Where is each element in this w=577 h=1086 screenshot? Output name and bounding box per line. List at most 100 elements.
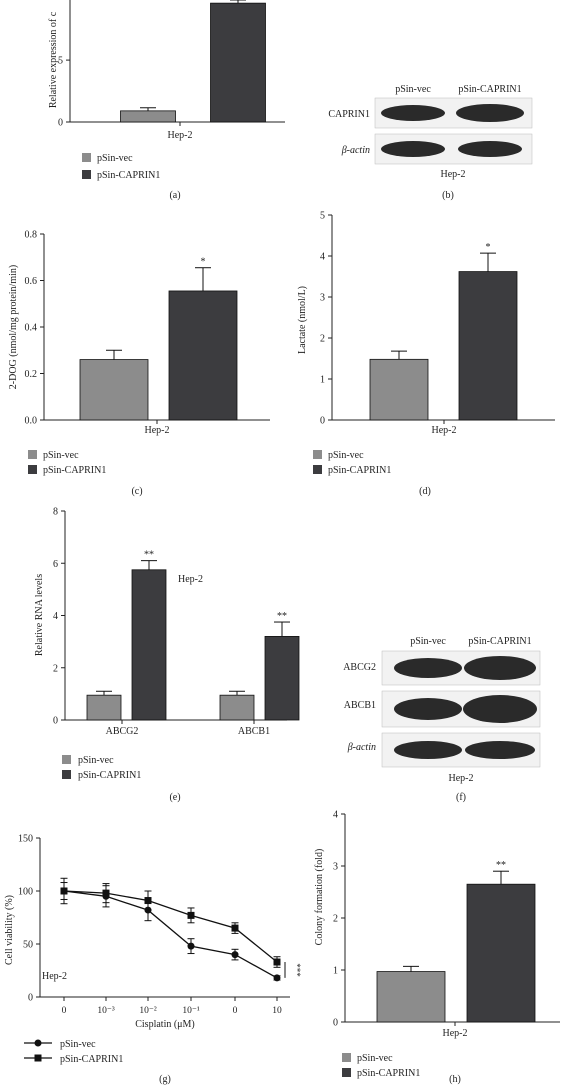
x-tick-label-g: 0 bbox=[233, 1006, 238, 1016]
y-tick-label-h: 0 bbox=[333, 1018, 338, 1029]
blot-b-row-0: CAPRIN1 bbox=[328, 109, 370, 120]
significance-g: *** bbox=[292, 963, 302, 977]
x-tick-label-g: 0 bbox=[62, 1006, 67, 1016]
y-tick-label-h: 4 bbox=[333, 810, 338, 821]
axes-h: 0 1 2 3 4 Hep-2 ** bbox=[333, 810, 560, 1039]
panel-label-a: (a) bbox=[169, 190, 180, 201]
panel-h: Colony formation (fold) 0 1 2 3 4 Hep-2 ** pSi… bbox=[314, 810, 560, 1085]
y-tick-label-g: 100 bbox=[18, 887, 33, 898]
ylabel-c: 2-DOG (nmol/mg protein/min) bbox=[8, 265, 19, 389]
annotation-e: Hep-2 bbox=[178, 574, 203, 585]
bar-d-caprin bbox=[458, 271, 518, 421]
bar-c-vec bbox=[79, 359, 149, 421]
point-caprin bbox=[273, 958, 281, 966]
legend-marker-vec-g bbox=[34, 1039, 42, 1047]
legend-swatch-vec-d bbox=[313, 450, 322, 459]
y-tick-label-h: 2 bbox=[333, 914, 338, 925]
y-tick-label-g: 50 bbox=[23, 940, 33, 951]
significance-e: ** bbox=[144, 550, 154, 561]
legend-marker-caprin-g bbox=[34, 1054, 42, 1062]
ylabel-h: Colony formation (fold) bbox=[314, 849, 325, 946]
significance-h: ** bbox=[496, 860, 506, 871]
blot-f-caption: Hep-2 bbox=[449, 773, 474, 784]
point-vec bbox=[187, 942, 195, 950]
bar-h-caprin bbox=[466, 883, 536, 1023]
legend-swatch-vec-e bbox=[62, 755, 71, 764]
panel-a: Relative expression of c 0 5 Hep-2 pSin-ve… bbox=[48, 0, 285, 201]
bar-a-caprin bbox=[210, 2, 266, 123]
significance-d: * bbox=[486, 242, 491, 253]
y-tick-label-c: 0.2 bbox=[25, 369, 38, 380]
ylabel-e: Relative RNA levels bbox=[34, 574, 45, 656]
legend-swatch-vec-a bbox=[82, 153, 91, 162]
x-tick-label-h: Hep-2 bbox=[443, 1028, 468, 1039]
point-caprin bbox=[187, 911, 195, 919]
legend-swatch-caprin-h bbox=[342, 1068, 351, 1077]
blot-b-caption: Hep-2 bbox=[441, 169, 466, 180]
blot-f-band-0-1 bbox=[464, 656, 536, 680]
blot-f-col-1: pSin-CAPRIN1 bbox=[468, 636, 531, 647]
legend-swatch-vec-c bbox=[28, 450, 37, 459]
x-tick-label-c: Hep-2 bbox=[145, 425, 170, 436]
panel-d: Lactate (nmol/L) 0 1 2 3 4 5 Hep-2 * pSin-vec p… bbox=[297, 211, 555, 497]
panel-c: 2-DOG (nmol/mg protein/min) 0.0 0.2 0.4 0.6… bbox=[8, 230, 270, 497]
y-tick-label-d: 0 bbox=[320, 416, 325, 427]
blot-b-col-1: pSin-CAPRIN1 bbox=[458, 84, 521, 95]
y-tick-label-a: 0 bbox=[58, 118, 63, 129]
blot-b-band-0-1 bbox=[456, 104, 524, 122]
y-tick-label-d: 1 bbox=[320, 375, 325, 386]
legend-label-vec-d: pSin-vec bbox=[328, 450, 364, 461]
legend-swatch-caprin-d bbox=[313, 465, 322, 474]
legend-label-caprin-e: pSin-CAPRIN1 bbox=[78, 770, 141, 781]
bar-e-vec bbox=[219, 694, 255, 721]
y-tick-label-e: 6 bbox=[53, 559, 58, 570]
y-tick-label-g: 150 bbox=[18, 834, 33, 845]
legend-swatch-caprin-a bbox=[82, 170, 91, 179]
legend-label-caprin-h: pSin-CAPRIN1 bbox=[357, 1068, 420, 1079]
legend-swatch-caprin-c bbox=[28, 465, 37, 474]
blot-b-col-0: pSin-vec bbox=[395, 84, 431, 95]
y-tick-label-c: 0.0 bbox=[25, 416, 38, 427]
point-caprin bbox=[144, 897, 152, 905]
x-tick-label-d: Hep-2 bbox=[432, 425, 457, 436]
bar-e-caprin bbox=[264, 636, 300, 721]
series-line-vec bbox=[63, 890, 278, 979]
blot-b-band-0-0 bbox=[381, 105, 445, 121]
y-tick-label-e: 2 bbox=[53, 663, 58, 674]
panel-label-h: (h) bbox=[449, 1074, 461, 1085]
axes-c: 0.0 0.2 0.4 0.6 0.8 Hep-2 * bbox=[25, 230, 270, 436]
axes-g: 0 50 100 150 0 10⁻³ 10⁻² 10⁻¹ 0 10 *** bbox=[18, 834, 302, 1017]
annotation-g: Hep-2 bbox=[42, 971, 67, 982]
axes-e: 0 2 4 6 8 ABCG2 ** ABCB1 ** bbox=[53, 507, 300, 737]
legend-label-vec-a: pSin-vec bbox=[97, 153, 133, 164]
ylabel-a: Relative expression of c bbox=[48, 11, 59, 108]
panel-e: Relative RNA levels 02468ABCG2**ABCB1** … bbox=[34, 507, 300, 803]
significance-c: * bbox=[201, 257, 206, 268]
x-tick-label-g: 10 bbox=[272, 1006, 282, 1016]
legend-label-vec-c: pSin-vec bbox=[43, 450, 79, 461]
x-tick-label-a: Hep-2 bbox=[168, 130, 193, 141]
x-tick-label-g: 10⁻² bbox=[139, 1006, 157, 1016]
bar-c-caprin bbox=[168, 290, 238, 421]
point-vec bbox=[273, 974, 281, 982]
blot-f-row-0: ABCG2 bbox=[343, 662, 376, 673]
axes-a: 0 5 Hep-2 bbox=[58, 0, 285, 141]
bar-h-vec bbox=[376, 971, 446, 1023]
ylabel-g: Cell viability (%) bbox=[4, 895, 15, 965]
legend-label-caprin-d: pSin-CAPRIN1 bbox=[328, 465, 391, 476]
ylabel-d: Lactate (nmol/L) bbox=[297, 286, 308, 354]
y-tick-label-c: 0.6 bbox=[25, 276, 38, 287]
y-tick-label-g: 0 bbox=[28, 993, 33, 1004]
panel-label-c: (c) bbox=[131, 486, 142, 497]
bar-e-vec bbox=[86, 694, 122, 721]
xlabel-g: Cisplatin (μM) bbox=[135, 1019, 195, 1030]
y-tick-label-c: 0.4 bbox=[25, 323, 38, 334]
y-tick-label-e: 4 bbox=[53, 611, 58, 622]
legend-label-caprin-c: pSin-CAPRIN1 bbox=[43, 465, 106, 476]
blot-f-band-2-0 bbox=[394, 741, 462, 759]
bar-e-caprin bbox=[131, 569, 167, 721]
y-tick-label-d: 4 bbox=[320, 252, 325, 263]
y-tick-label-e: 0 bbox=[53, 716, 58, 727]
